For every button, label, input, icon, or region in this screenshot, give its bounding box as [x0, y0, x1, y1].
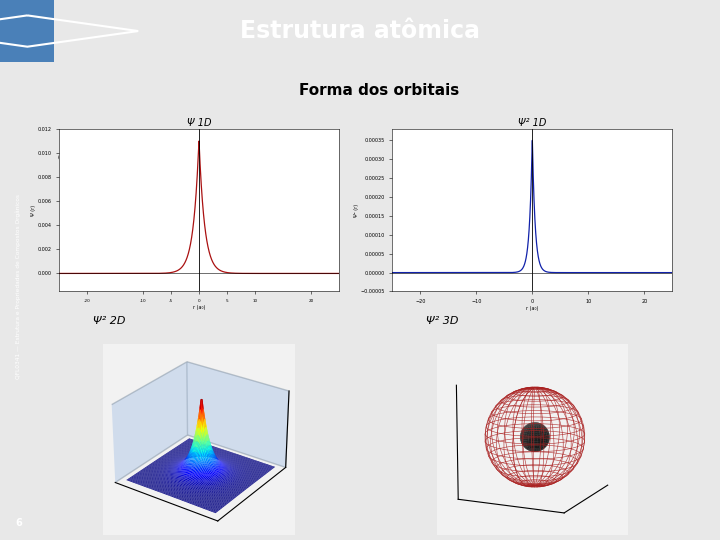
Text: Orbital 1s: Orbital 1s — [58, 151, 127, 164]
Text: QFL0341 — Estrutura e Propriedades de Compostos Orgânicos: QFL0341 — Estrutura e Propriedades de Co… — [16, 194, 22, 379]
Text: Estrutura atômica: Estrutura atômica — [240, 19, 480, 43]
Y-axis label: Ψ (r): Ψ (r) — [31, 205, 36, 216]
Text: Ψ² 2D: Ψ² 2D — [93, 316, 125, 326]
Title: Ψ² 1D: Ψ² 1D — [518, 118, 546, 128]
Text: Forma dos orbitais: Forma dos orbitais — [299, 83, 459, 98]
Text: 6: 6 — [15, 518, 22, 528]
X-axis label: r (a₀): r (a₀) — [526, 306, 539, 310]
Bar — [0, 0, 54, 62]
X-axis label: r (a₀): r (a₀) — [193, 305, 205, 309]
Text: Ψ² 3D: Ψ² 3D — [426, 316, 459, 326]
Title: Ψ 1D: Ψ 1D — [186, 118, 211, 128]
Y-axis label: Ψ² (r): Ψ² (r) — [354, 204, 359, 217]
